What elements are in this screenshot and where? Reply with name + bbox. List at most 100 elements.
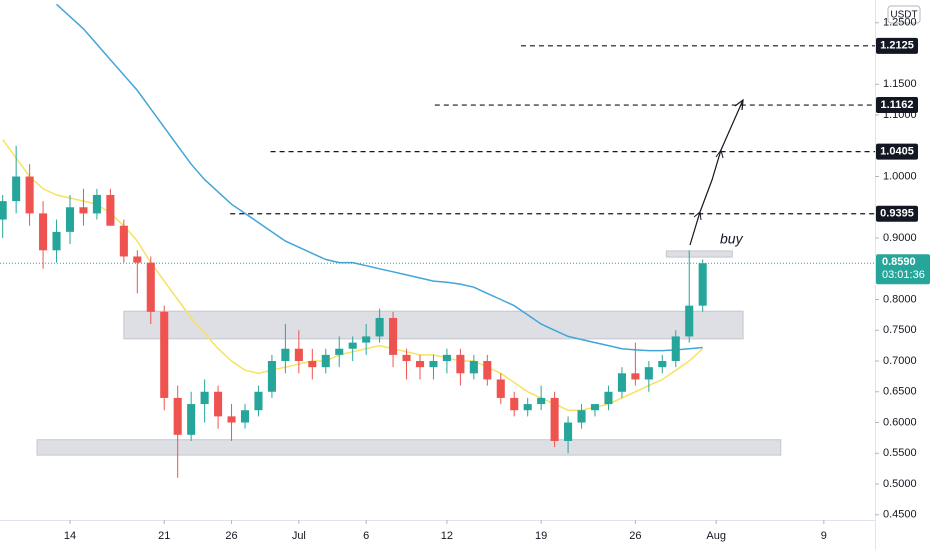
y-tick-label: 0.8000 <box>883 293 917 305</box>
candle-body <box>187 404 196 435</box>
x-tick-label: 19 <box>535 530 547 542</box>
candle-body <box>442 354 451 362</box>
candle-body <box>146 262 155 312</box>
currency: USDT <box>890 10 917 21</box>
candle-body <box>173 397 182 435</box>
candle-body <box>362 336 371 343</box>
buy-annotation: buy <box>720 231 744 247</box>
candle-body <box>496 379 505 398</box>
candle-body <box>671 336 680 362</box>
candle-body <box>523 404 532 411</box>
level-label: 1.2125 <box>880 40 914 52</box>
candle-body <box>698 263 707 306</box>
x-tick-label: Aug <box>706 530 726 542</box>
candle-body <box>65 207 75 232</box>
level-label-box <box>876 143 918 160</box>
candle-body <box>429 361 438 368</box>
candle-body <box>227 416 236 423</box>
y-tick-label: 0.6500 <box>883 386 917 398</box>
candle-body <box>415 361 425 368</box>
candle-body <box>550 397 559 441</box>
candle-body <box>119 225 128 257</box>
y-tick-label: 0.5000 <box>883 478 917 490</box>
y-tick-label: 0.6000 <box>883 416 917 428</box>
candle-body <box>375 317 384 337</box>
candle-body <box>79 207 88 214</box>
level-label-box <box>876 205 918 222</box>
x-tick-label: 26 <box>629 530 641 542</box>
candle-body <box>133 256 142 263</box>
candle-body <box>590 404 600 411</box>
candle-body <box>644 367 653 380</box>
candle-body <box>39 213 48 251</box>
candle-body <box>281 348 290 362</box>
candle-body <box>577 410 586 423</box>
candle-body <box>25 176 34 214</box>
arrow-tick <box>715 148 724 159</box>
x-tick-label: Jul <box>292 530 306 542</box>
arrow-head <box>734 98 744 111</box>
countdown: 03:01:36 <box>882 269 925 281</box>
candle-body <box>106 194 115 226</box>
level-label: 0.9395 <box>880 208 914 220</box>
last-price-label: 0.8590 <box>882 256 916 268</box>
y-tick-label: 1.1500 <box>883 78 917 90</box>
candle-body <box>92 194 101 214</box>
x-tick-label: 14 <box>64 530 76 542</box>
candle-body <box>537 397 546 405</box>
candle-body <box>0 201 7 220</box>
level-label-box <box>876 37 918 54</box>
candle-body <box>12 176 21 202</box>
y-tick-label: 1.2500 <box>883 17 917 29</box>
candle-body <box>240 410 250 423</box>
arrow-tick <box>693 211 702 221</box>
currency-badge[interactable] <box>887 5 921 24</box>
candle-body <box>510 397 519 411</box>
projection-arrow <box>689 99 744 246</box>
candle-body <box>267 361 276 392</box>
level-label: 1.1162 <box>880 99 913 111</box>
level-label: 1.0405 <box>880 146 914 158</box>
zone <box>123 310 744 340</box>
x-tick-label: 12 <box>441 530 453 542</box>
candle-body <box>469 361 478 374</box>
moving-average <box>55 3 703 352</box>
candle-body <box>160 311 169 398</box>
candle-body <box>617 373 626 392</box>
y-tick-label: 0.4500 <box>883 509 917 521</box>
candle-body <box>604 391 613 405</box>
candle-body <box>564 422 573 441</box>
y-tick-label: 0.5500 <box>883 447 917 459</box>
candle-body <box>52 231 61 251</box>
candle-body <box>254 391 263 411</box>
zone <box>665 250 733 258</box>
candle-body <box>483 361 492 380</box>
candle-body <box>658 361 667 368</box>
zone <box>36 439 782 456</box>
plot-area <box>0 3 782 478</box>
candle-body <box>294 348 303 362</box>
y-tick-label: 0.9000 <box>883 232 917 244</box>
candle-body <box>335 348 344 355</box>
candle-body <box>308 361 317 368</box>
x-tick-label: 26 <box>225 530 237 542</box>
candle-body <box>214 391 223 417</box>
candle-body <box>321 354 330 368</box>
candle-body <box>402 354 411 362</box>
x-tick-label: 6 <box>363 530 369 542</box>
candle-body <box>348 342 357 349</box>
candle-body <box>389 317 398 355</box>
candle-body <box>685 305 694 337</box>
level-label-box <box>876 97 918 114</box>
candle-body <box>456 354 465 374</box>
x-tick-label: 21 <box>158 530 170 542</box>
y-tick-label: 0.7500 <box>883 324 917 336</box>
y-tick-label: 1.0000 <box>883 170 917 182</box>
candle-body <box>631 373 640 380</box>
x-tick-label: 9 <box>821 530 827 542</box>
y-tick-label: 0.7000 <box>883 355 917 367</box>
last-price-box <box>876 254 930 285</box>
candle-body <box>200 391 209 405</box>
